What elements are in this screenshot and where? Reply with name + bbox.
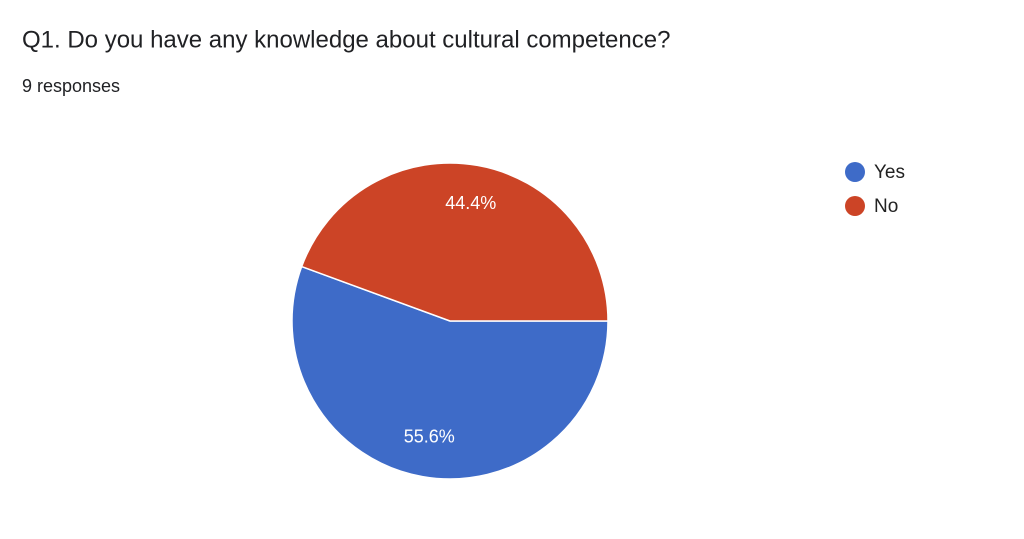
slice-label: 55.6% — [404, 426, 455, 446]
legend-label: Yes — [874, 162, 905, 183]
legend-swatch — [845, 196, 865, 216]
legend-label: No — [874, 196, 898, 217]
slice-label: 44.4% — [445, 193, 496, 213]
pie-slice — [300, 162, 609, 322]
legend-swatch — [845, 162, 865, 182]
chart-title: Q1. Do you have any knowledge about cult… — [22, 26, 670, 53]
pie-slice — [291, 265, 609, 480]
chart-subtitle: 9 responses — [22, 76, 120, 96]
